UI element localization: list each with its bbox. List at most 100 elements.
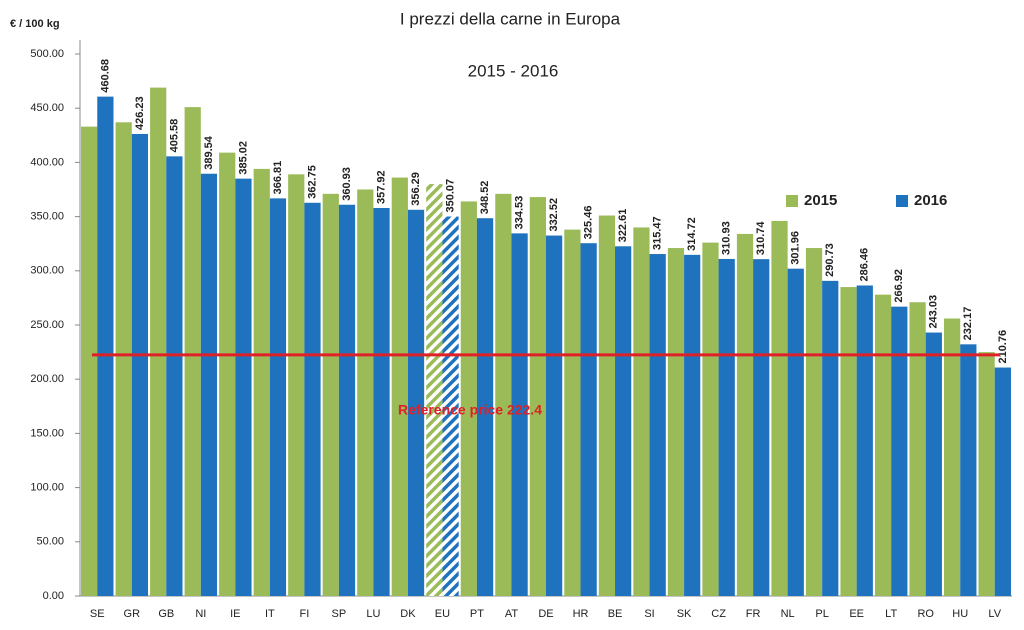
x-tick-label: SE	[90, 608, 105, 620]
bar	[391, 177, 408, 597]
bar	[304, 202, 321, 597]
x-tick-label: RO	[917, 608, 934, 620]
value-label: 389.54	[203, 135, 215, 170]
bar	[684, 254, 701, 597]
bar	[200, 173, 218, 596]
value-label: 301.96	[790, 231, 802, 265]
y-tick-label: 200.00	[30, 373, 64, 385]
bar	[925, 332, 942, 596]
bar	[546, 235, 563, 596]
y-tick-label: 400.00	[30, 156, 64, 168]
bar	[994, 367, 1011, 596]
value-label: 362.75	[306, 165, 318, 199]
y-axis-title: € / 100 kg	[10, 18, 60, 30]
value-label: 310.93	[721, 221, 733, 255]
bar	[633, 227, 650, 596]
value-label: 325.46	[583, 206, 595, 240]
y-tick-label: 100.00	[30, 482, 64, 494]
bar	[943, 318, 961, 596]
bar	[219, 152, 236, 597]
value-label: 290.73	[824, 243, 836, 277]
bar	[978, 352, 995, 596]
x-tick-label: LV	[988, 608, 1001, 620]
x-tick-label: AT	[505, 608, 519, 620]
x-tick-label: BE	[608, 608, 623, 620]
value-label: 286.46	[859, 248, 871, 282]
bar	[529, 197, 546, 596]
y-tick-label: 450.00	[30, 102, 64, 114]
bar	[840, 287, 857, 596]
x-tick-label: HU	[952, 608, 968, 620]
bar	[235, 178, 252, 597]
bar	[753, 259, 770, 596]
value-label: 243.03	[928, 295, 940, 329]
bar	[580, 243, 597, 596]
bar	[407, 209, 425, 596]
bar	[511, 233, 528, 596]
x-tick-label: GR	[124, 608, 141, 620]
bar	[718, 258, 735, 596]
value-label: 315.47	[652, 216, 664, 250]
bar	[787, 268, 804, 596]
bar	[184, 107, 201, 596]
x-tick-label: LU	[366, 608, 380, 620]
bar	[822, 280, 839, 596]
x-tick-label: SP	[332, 608, 347, 620]
bar	[81, 126, 98, 597]
x-tick-label: HR	[573, 608, 589, 620]
bar	[909, 302, 926, 596]
y-tick-label: 500.00	[30, 48, 64, 60]
bar	[460, 201, 477, 596]
x-tick-label: NI	[195, 608, 206, 620]
reference-label: Reference price 222.4	[398, 402, 542, 418]
value-label: 426.23	[134, 96, 146, 130]
x-tick-label: FR	[746, 608, 761, 620]
y-tick-label: 0.00	[43, 590, 64, 602]
value-label: 232.17	[962, 307, 974, 341]
legend-swatch	[896, 195, 908, 207]
bar	[615, 246, 632, 596]
bar	[115, 122, 132, 597]
x-tick-label: EU	[435, 608, 450, 620]
y-tick-label: 300.00	[30, 265, 64, 277]
bar	[322, 193, 339, 596]
bar	[150, 87, 167, 596]
bar	[649, 254, 666, 596]
value-label: 266.92	[893, 269, 905, 303]
y-tick-label: 250.00	[30, 319, 64, 331]
bar	[702, 242, 719, 596]
value-label: 334.53	[513, 196, 525, 230]
x-tick-label: NL	[781, 608, 795, 620]
value-label: 348.52	[479, 181, 491, 215]
value-label: 460.68	[99, 59, 111, 93]
bar	[269, 198, 287, 596]
bar	[166, 156, 183, 597]
value-label: 385.02	[237, 141, 249, 175]
bar	[357, 189, 374, 596]
x-tick-label: IE	[230, 608, 240, 620]
bar	[874, 294, 892, 596]
value-label: 350.07	[444, 179, 456, 213]
bar	[771, 220, 788, 596]
value-label: 314.72	[686, 217, 698, 251]
value-label: 210.76	[997, 330, 1009, 364]
x-tick-label: PT	[470, 608, 484, 620]
legend-label: 2016	[914, 192, 947, 209]
y-tick-label: 350.00	[30, 211, 64, 223]
value-label: 310.74	[755, 221, 767, 256]
value-label: 360.93	[341, 167, 353, 201]
bar	[856, 285, 873, 596]
value-label: 332.52	[548, 198, 560, 232]
bar	[253, 168, 270, 597]
value-label: 366.81	[272, 161, 284, 195]
chart-subtitle: 2015 - 2016	[468, 61, 559, 80]
x-tick-label: PL	[815, 608, 828, 620]
bar	[495, 193, 512, 596]
legend-swatch	[786, 195, 798, 207]
bar	[805, 248, 823, 596]
bar	[426, 184, 443, 596]
x-tick-label: DK	[400, 608, 416, 620]
x-tick-label: CZ	[711, 608, 726, 620]
